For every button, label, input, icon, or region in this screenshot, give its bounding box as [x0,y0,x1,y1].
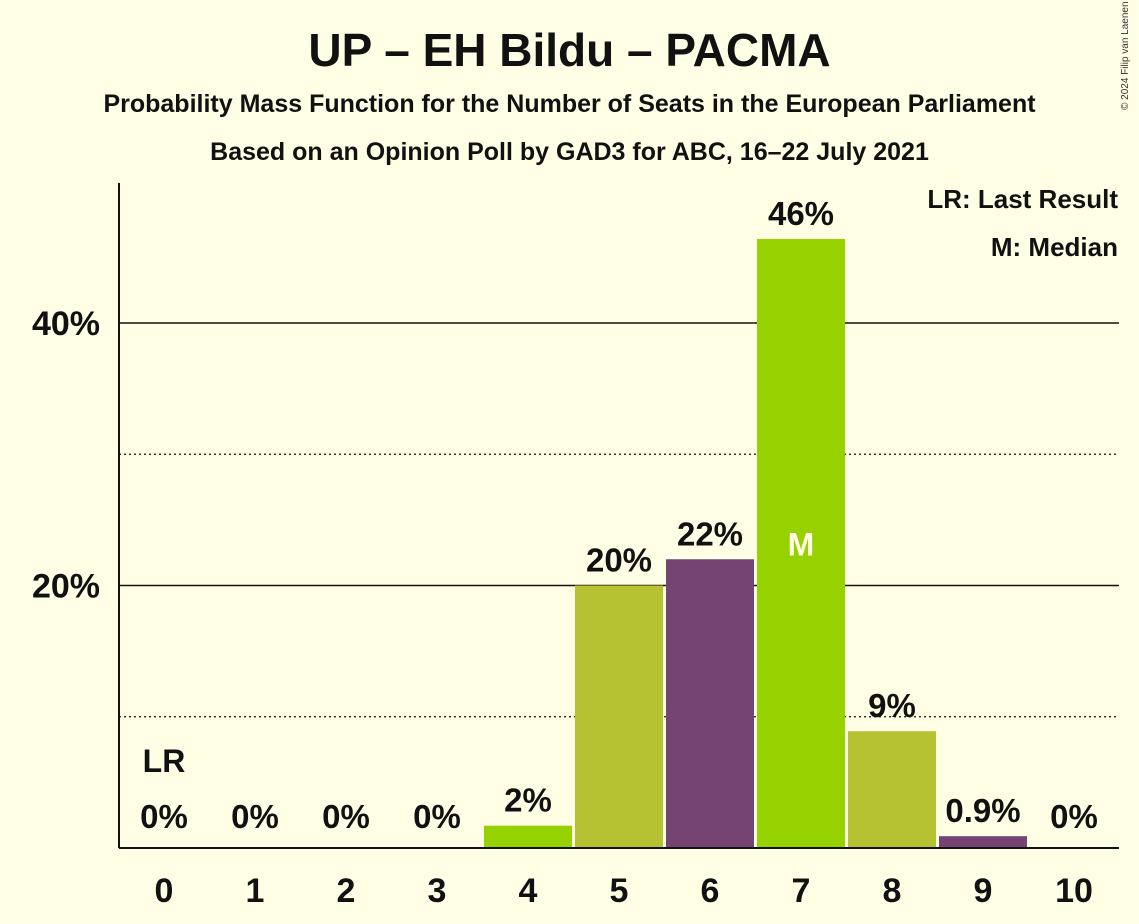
bar-value-label: 9% [868,687,916,724]
chart-source-line: Based on an Opinion Poll by GAD3 for ABC… [210,138,929,166]
bar-value-label: 0% [140,798,188,835]
y-tick-label: 20% [32,568,100,606]
bar-value-label: 0% [1050,798,1098,835]
bar-value-label: 0% [322,798,370,835]
x-tick-label: 7 [792,872,811,910]
x-tick-label: 6 [701,872,720,910]
bar-value-label: 0% [413,798,461,835]
x-tick-label: 9 [974,872,993,910]
bar [757,239,845,848]
chart-subtitle: Probability Mass Function for the Number… [103,90,1036,118]
last-result-marker: LR [143,743,186,779]
bar [666,559,754,848]
x-tick-label: 10 [1055,872,1093,910]
bar-value-label: 46% [768,195,834,232]
bar-value-label: 20% [586,542,652,579]
bar-value-label: 2% [504,782,552,819]
bar-value-label: 0% [231,798,279,835]
labels: 20% 40% 0 1 2 3 4 5 6 7 8 9 10 0% 0% 0% 0% 2% 20% 22% 46% 9% 0… [32,195,1098,910]
axes [118,183,1119,849]
legend-last-result: LR: Last Result [927,184,1118,214]
x-tick-label: 5 [610,872,629,910]
x-tick-label: 3 [428,872,447,910]
bar-value-label: 0.9% [945,792,1020,829]
bar [484,825,572,848]
bars [484,239,1027,848]
x-tick-label: 1 [246,872,265,910]
bar-value-label: 22% [677,515,743,552]
x-tick-label: 0 [155,872,174,910]
bar [848,731,936,848]
median-marker: M [788,527,815,563]
y-tick-label: 40% [32,305,100,343]
x-tick-label: 8 [883,872,902,910]
x-tick-label: 2 [337,872,356,910]
legend-median: M: Median [990,232,1118,262]
bar [939,836,1027,848]
bar [575,585,663,848]
chart-title: UP – EH Bildu – PACMA [308,24,831,76]
x-tick-label: 4 [519,872,538,910]
